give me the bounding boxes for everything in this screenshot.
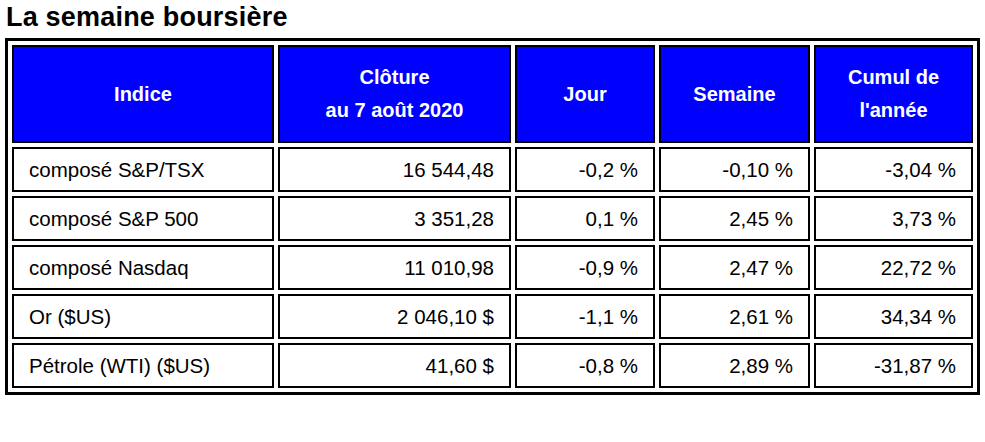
cell-cloture: 3 351,28 [278,196,511,241]
cell-semaine: -0,10 % [659,147,810,192]
column-header-jour-label: Jour [563,83,606,105]
market-week-table: Indice Clôture au 7 août 2020 Jour Semai… [5,38,980,395]
cell-indice: Pétrole (WTI) ($US) [12,343,274,388]
cell-cloture: 11 010,98 [278,245,511,290]
cell-cloture: 16 544,48 [278,147,511,192]
cell-jour: -0,9 % [515,245,655,290]
cell-cumul: -3,04 % [814,147,973,192]
cell-cumul: -31,87 % [814,343,973,388]
table-row: composé Nasdaq 11 010,98 -0,9 % 2,47 % 2… [12,245,973,290]
cell-indice: composé Nasdaq [12,245,274,290]
column-header-cloture: Clôture au 7 août 2020 [278,45,511,143]
column-header-semaine-label: Semaine [693,83,775,105]
column-header-jour: Jour [515,45,655,143]
table-row: composé S&P 500 3 351,28 0,1 % 2,45 % 3,… [12,196,973,241]
column-header-cloture-line1: Clôture [284,61,505,94]
cell-cumul: 3,73 % [814,196,973,241]
cell-cumul: 22,72 % [814,245,973,290]
cell-jour: -0,8 % [515,343,655,388]
table-header-row: Indice Clôture au 7 août 2020 Jour Semai… [12,45,973,143]
cell-jour: -0,2 % [515,147,655,192]
cell-indice: composé S&P 500 [12,196,274,241]
table-row: Or ($US) 2 046,10 $ -1,1 % 2,61 % 34,34 … [12,294,973,339]
cell-semaine: 2,89 % [659,343,810,388]
cell-jour: 0,1 % [515,196,655,241]
column-header-indice: Indice [12,45,274,143]
column-header-cumul-line1: Cumul de [820,61,967,94]
cell-jour: -1,1 % [515,294,655,339]
column-header-cloture-line2: au 7 août 2020 [284,94,505,127]
table-row: Pétrole (WTI) ($US) 41,60 $ -0,8 % 2,89 … [12,343,973,388]
column-header-semaine: Semaine [659,45,810,143]
cell-cumul: 34,34 % [814,294,973,339]
column-header-cumul: Cumul de l'année [814,45,973,143]
table-row: composé S&P/TSX 16 544,48 -0,2 % -0,10 %… [12,147,973,192]
cell-semaine: 2,61 % [659,294,810,339]
cell-cloture: 2 046,10 $ [278,294,511,339]
cell-indice: composé S&P/TSX [12,147,274,192]
cell-semaine: 2,47 % [659,245,810,290]
cell-cloture: 41,60 $ [278,343,511,388]
page-title: La semaine boursière [6,2,985,33]
cell-semaine: 2,45 % [659,196,810,241]
cell-indice: Or ($US) [12,294,274,339]
column-header-cumul-line2: l'année [820,94,967,127]
column-header-indice-label: Indice [114,83,172,105]
